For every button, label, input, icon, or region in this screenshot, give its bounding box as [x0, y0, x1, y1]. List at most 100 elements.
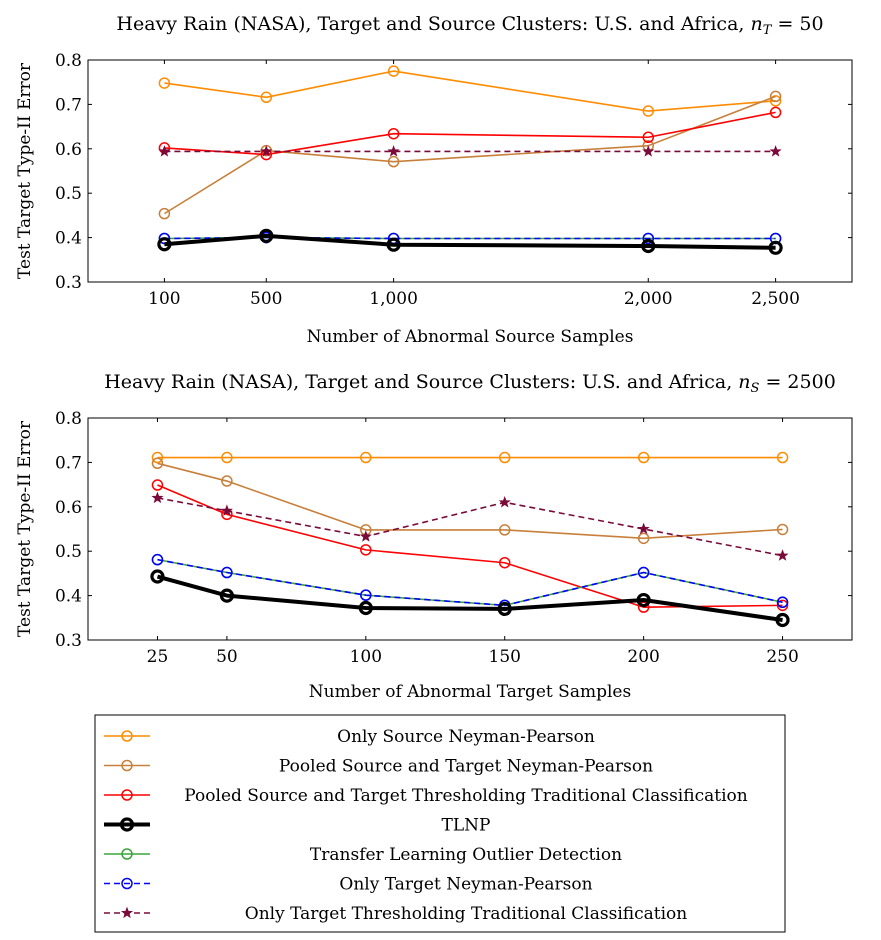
data-point: [498, 556, 511, 569]
data-point: [769, 95, 782, 107]
data-point: [219, 588, 235, 603]
series: [151, 479, 789, 613]
data-point: [151, 553, 164, 566]
y-axis-label: Test Target Type-II Error: [15, 420, 35, 637]
y-tick-label: 0.5: [55, 542, 82, 562]
legend-entry: Only Source Neyman-Pearson: [104, 727, 595, 747]
legend-label: TLNP: [442, 816, 491, 836]
series-line: [164, 233, 776, 250]
data-point: [498, 524, 511, 536]
series-line: [157, 484, 783, 608]
legend-entry: Only Target Neyman-Pearson: [104, 875, 593, 895]
data-point: [641, 238, 656, 254]
chart-target-samples: Heavy Rain (NASA), Target and Source Clu…: [15, 371, 853, 702]
series: [150, 569, 790, 628]
legend-entry: Transfer Learning Outlier Detection: [104, 845, 622, 865]
data-point: [121, 877, 133, 890]
data-point: [221, 475, 233, 487]
data-point: [769, 106, 782, 119]
series: [151, 491, 789, 561]
data-point: [360, 544, 372, 556]
legend: Only Source Neyman-Pearson Pooled Source …: [94, 714, 786, 933]
series-line: [164, 70, 776, 112]
legend-entry: Pooled Source and Target Thresholding Tr…: [104, 786, 748, 806]
data-point: [637, 451, 650, 464]
data-point: [150, 569, 165, 584]
data-point: [642, 131, 655, 144]
data-point: [387, 65, 400, 77]
x-tick-label: 500: [250, 289, 282, 309]
x-tick-label: 200: [627, 647, 659, 667]
plot-frame: [87, 417, 853, 641]
legend-entry: TLNP: [104, 816, 490, 836]
series-line: [164, 111, 776, 156]
data-point: [642, 105, 655, 117]
data-point: [359, 530, 372, 542]
data-point: [768, 240, 783, 255]
legend-label: Only Target Thresholding Traditional Cla…: [245, 904, 687, 924]
data-point: [151, 491, 164, 504]
plot-frame: [87, 59, 853, 283]
x-tick-label: 25: [147, 647, 169, 667]
data-point: [387, 127, 400, 140]
data-point: [121, 759, 133, 772]
legend-label: Pooled Source and Target Thresholding Tr…: [184, 786, 747, 806]
data-point: [157, 237, 172, 252]
data-point: [121, 730, 133, 742]
series-line: [156, 574, 783, 622]
series-line: [157, 558, 783, 607]
y-tick-label: 0.4: [55, 229, 82, 249]
series: [151, 451, 789, 464]
data-point: [642, 145, 655, 157]
series-line: [157, 462, 783, 540]
x-ticks: 100 500 1,000 2,000 2,500: [148, 60, 800, 309]
y-tick-label: 0.6: [55, 498, 82, 518]
x-tick-label: 2,000: [624, 289, 673, 309]
data-point: [221, 566, 233, 579]
data-point: [776, 523, 789, 536]
data-point: [776, 451, 789, 464]
data-point: [260, 91, 273, 104]
data-point: [119, 817, 135, 832]
data-point: [637, 566, 650, 579]
data-point: [360, 451, 372, 464]
data-point: [776, 549, 789, 561]
y-tick-label: 0.7: [55, 95, 82, 115]
data-point: [636, 592, 651, 608]
legend-entry: Only Target Thresholding Traditional Cla…: [104, 904, 687, 924]
series-line: [157, 497, 783, 557]
series: [158, 65, 782, 117]
y-tick-label: 0.7: [55, 453, 82, 473]
data-point: [220, 504, 233, 516]
x-tick-label: 50: [216, 647, 238, 667]
y-tick-label: 0.6: [55, 140, 82, 160]
data-point: [221, 451, 233, 464]
x-tick-label: 1,000: [369, 289, 418, 309]
data-point: [151, 451, 164, 464]
series-layer: [150, 451, 790, 628]
legend-label: Only Target Neyman-Pearson: [339, 875, 592, 895]
data-point: [121, 848, 133, 860]
legend-box: [94, 714, 786, 933]
chart-source-samples: Heavy Rain (NASA), Target and Source Clu…: [15, 13, 853, 347]
data-point: [498, 451, 511, 464]
chart-title: Heavy Rain (NASA), Target and Source Clu…: [104, 371, 836, 396]
data-point: [775, 612, 790, 628]
y-ticks: 0.3 0.4 0.5 0.6 0.7 0.8: [55, 51, 852, 293]
data-point: [769, 90, 782, 103]
x-axis-label: Number of Abnormal Target Samples: [309, 682, 631, 702]
series: [158, 145, 782, 157]
chart-title: Heavy Rain (NASA), Target and Source Clu…: [116, 13, 823, 38]
series: [157, 228, 783, 255]
data-point: [386, 237, 401, 252]
data-point: [637, 532, 650, 545]
y-tick-label: 0.5: [55, 184, 82, 204]
series: [151, 553, 789, 612]
legend-label: Only Source Neyman-Pearson: [337, 727, 595, 747]
data-point: [497, 601, 512, 617]
data-point: [158, 207, 171, 220]
y-axis-label: Test Target Type-II Error: [15, 62, 35, 279]
x-tick-label: 250: [766, 647, 798, 667]
data-point: [151, 479, 164, 491]
